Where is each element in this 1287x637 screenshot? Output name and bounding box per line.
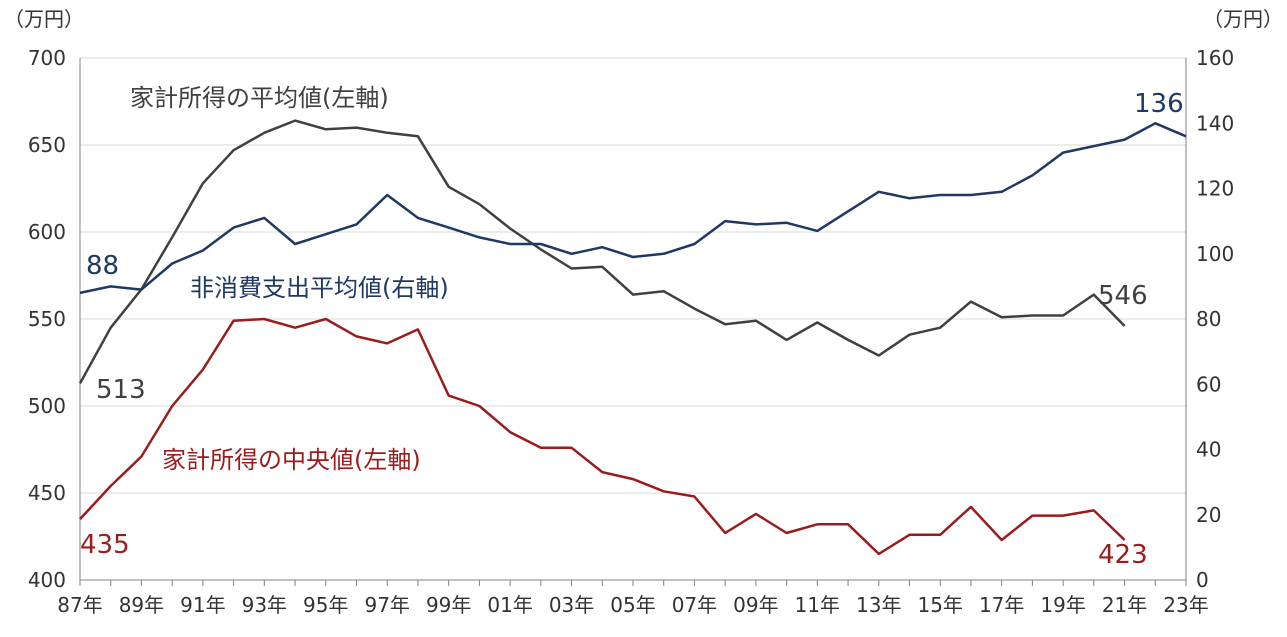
right-tick-label: 60 bbox=[1196, 372, 1221, 396]
start-label-income-median: 435 bbox=[80, 530, 130, 560]
series-label-nonconsumption: 非消費支出平均値(右軸) bbox=[190, 274, 449, 302]
x-tick-label: 03年 bbox=[549, 593, 594, 617]
x-tick-label: 17年 bbox=[979, 593, 1024, 617]
x-tick-label: 23年 bbox=[1163, 593, 1208, 617]
x-tick-label: 99年 bbox=[426, 593, 471, 617]
x-tick-label: 09年 bbox=[733, 593, 778, 617]
axes: （万円） （万円） 400 450 500 550 600 650 700 0 20 40 60 80… bbox=[4, 7, 1283, 617]
x-tick-label: 91年 bbox=[180, 593, 225, 617]
left-tick-label: 700 bbox=[28, 46, 66, 70]
left-tick-label: 450 bbox=[28, 481, 66, 505]
labels: 家計所得の平均値(左軸) 非消費支出平均値(右軸) 家計所得の中央値(左軸) 5… bbox=[80, 84, 1184, 570]
right-tick-label: 120 bbox=[1196, 177, 1234, 201]
start-label-nonconsumption: 88 bbox=[86, 251, 119, 281]
right-tick-label: 140 bbox=[1196, 111, 1234, 135]
left-tick-label: 600 bbox=[28, 220, 66, 244]
series-label-income-median: 家計所得の中央値(左軸) bbox=[162, 446, 421, 474]
x-tick-label: 89年 bbox=[119, 593, 164, 617]
series-line-1 bbox=[79, 317, 1126, 556]
x-tick-label: 05年 bbox=[610, 593, 655, 617]
right-tick-label: 0 bbox=[1196, 568, 1209, 592]
left-tick-label: 550 bbox=[28, 307, 66, 331]
x-tick-label: 13年 bbox=[856, 593, 901, 617]
series bbox=[78, 119, 1187, 556]
right-axis-unit: （万円） bbox=[1203, 7, 1283, 31]
start-label-income-mean: 513 bbox=[96, 375, 146, 405]
x-tick-label: 15年 bbox=[917, 593, 962, 617]
end-label-income-median: 423 bbox=[1098, 540, 1148, 570]
x-tick-label: 11年 bbox=[795, 593, 840, 617]
right-tick-label: 40 bbox=[1196, 438, 1221, 462]
right-tick-label: 20 bbox=[1196, 503, 1221, 527]
x-tick-label: 21年 bbox=[1102, 593, 1147, 617]
right-tick-label: 160 bbox=[1196, 46, 1234, 70]
x-tick-label: 95年 bbox=[303, 593, 348, 617]
end-label-income-mean: 546 bbox=[1098, 281, 1148, 311]
series-label-income-mean: 家計所得の平均値(左軸) bbox=[130, 84, 389, 112]
x-tick-label: 19年 bbox=[1040, 593, 1085, 617]
left-axis-unit: （万円） bbox=[4, 7, 84, 31]
x-tick-label: 93年 bbox=[242, 593, 287, 617]
series-line-2 bbox=[79, 122, 1187, 295]
left-tick-label: 650 bbox=[28, 133, 66, 157]
x-tick-label: 87年 bbox=[57, 593, 102, 617]
right-tick-label: 100 bbox=[1196, 242, 1234, 266]
right-tick-label: 80 bbox=[1196, 307, 1221, 331]
x-tick-label: 97年 bbox=[364, 593, 409, 617]
series-line-0 bbox=[78, 119, 1126, 385]
left-tick-label: 400 bbox=[28, 568, 66, 592]
left-tick-label: 500 bbox=[28, 394, 66, 418]
end-label-nonconsumption: 136 bbox=[1134, 89, 1184, 119]
x-tick-label: 07年 bbox=[672, 593, 717, 617]
x-tick-label: 01年 bbox=[487, 593, 532, 617]
